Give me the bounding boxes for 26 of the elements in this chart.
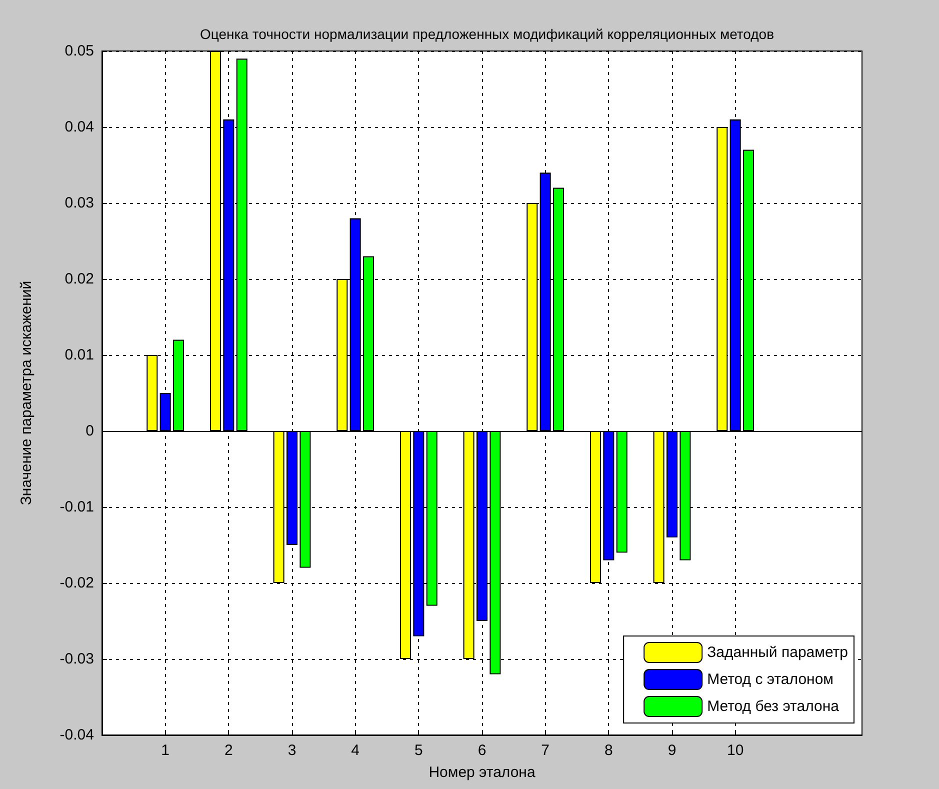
x-tick-label: 7 [541,742,550,759]
y-tick-label: -0.03 [60,650,94,668]
y-tick-label: -0.02 [60,574,94,592]
legend-label: Метод с эталоном [707,671,834,688]
y-tick-label: -0.01 [60,498,94,516]
x-tick-label: 2 [224,742,233,759]
x-tick-label: 4 [351,742,360,759]
chart-title: Оценка точности нормализации предложенных модификаций корреляционных методов [200,26,774,42]
y-axis-title: Значение параметра искажений [18,280,35,506]
legend-label: Метод без эталона [707,698,840,715]
x-tick-label: 5 [414,742,423,759]
x-tick-label: 3 [288,742,296,759]
y-tick-label: 0.05 [64,42,94,60]
y-tick-label: -0.04 [60,726,94,744]
legend-label: Заданный параметр [707,644,848,661]
y-tick-label: 0 [86,422,94,440]
x-tick-label: 9 [668,742,676,759]
x-tick-label: 1 [161,742,170,759]
x-tick-label: 10 [726,742,744,759]
x-axis-title: Номер эталона [428,764,536,781]
x-tick-label: 8 [604,742,613,759]
x-tick-label: 6 [478,742,486,759]
y-tick-label: 0.03 [64,194,94,212]
y-tick-label: 0.04 [64,118,94,136]
y-tick-label: 0.01 [64,346,94,364]
y-tick-label: 0.02 [64,270,94,288]
